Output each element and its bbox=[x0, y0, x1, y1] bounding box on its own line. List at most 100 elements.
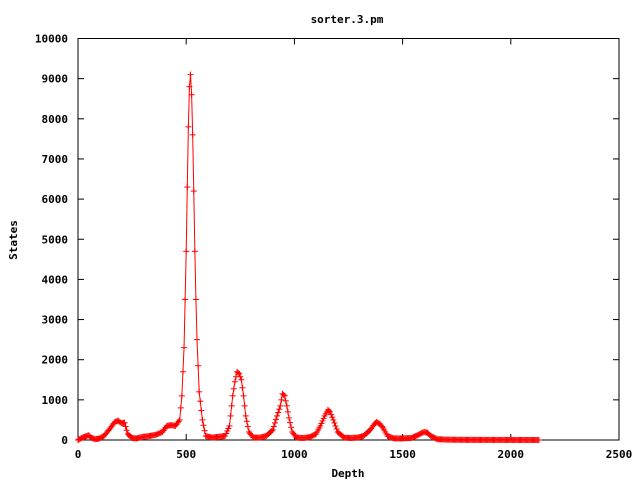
y-axis: 0 1000 2000 3000 4000 5000 6000 7000 8000 9000 100… bbox=[35, 33, 619, 447]
data-point bbox=[122, 423, 129, 430]
data-point bbox=[379, 423, 386, 430]
data-point bbox=[199, 416, 206, 423]
data-series bbox=[75, 71, 542, 443]
data-point bbox=[330, 416, 337, 423]
data-point bbox=[190, 188, 197, 195]
data-point bbox=[222, 432, 229, 439]
data-point bbox=[273, 416, 280, 423]
data-point bbox=[238, 376, 245, 383]
data-point bbox=[280, 391, 287, 398]
data-point bbox=[200, 422, 207, 429]
data-point bbox=[178, 392, 185, 399]
data-point bbox=[235, 369, 242, 376]
data-point bbox=[185, 123, 192, 130]
y-tick-label: 6000 bbox=[42, 193, 69, 206]
data-point bbox=[241, 402, 248, 409]
y-tick-label: 0 bbox=[61, 434, 68, 447]
data-point bbox=[317, 422, 324, 429]
data-point bbox=[327, 408, 334, 415]
data-point bbox=[283, 402, 290, 409]
data-point bbox=[227, 412, 234, 419]
y-tick-label: 8000 bbox=[42, 113, 69, 126]
data-point bbox=[123, 427, 130, 434]
y-tick-label: 5000 bbox=[42, 233, 69, 246]
data-point bbox=[318, 420, 325, 427]
plot-area-frame bbox=[77, 38, 620, 441]
data-point bbox=[288, 424, 295, 431]
data-point bbox=[282, 397, 289, 404]
data-point bbox=[121, 419, 128, 426]
x-axis-label: Depth bbox=[331, 467, 364, 480]
data-point bbox=[269, 426, 276, 433]
x-tick-label: 1500 bbox=[389, 448, 416, 461]
data-point bbox=[242, 412, 249, 419]
data-point bbox=[176, 416, 183, 423]
x-tick-label: 1000 bbox=[281, 448, 308, 461]
data-point bbox=[194, 336, 201, 343]
data-point bbox=[319, 417, 326, 424]
x-tick-label: 0 bbox=[75, 448, 82, 461]
data-point bbox=[230, 385, 237, 392]
data-point bbox=[197, 398, 204, 405]
data-point bbox=[320, 415, 327, 422]
data-point bbox=[198, 407, 205, 414]
series-line bbox=[77, 74, 539, 441]
data-point bbox=[184, 184, 191, 191]
data-point bbox=[329, 414, 336, 421]
x-tick-label: 2500 bbox=[606, 448, 633, 461]
data-point bbox=[332, 422, 339, 429]
data-point bbox=[229, 392, 236, 399]
y-axis-label: States bbox=[7, 220, 20, 260]
data-point bbox=[244, 423, 251, 430]
x-axis: 0 500 1000 1500 2000 2500 bbox=[75, 38, 633, 461]
data-point bbox=[243, 418, 250, 425]
data-point bbox=[183, 248, 190, 255]
data-point bbox=[276, 406, 283, 413]
y-tick-label: 10000 bbox=[35, 33, 68, 46]
data-point bbox=[182, 296, 189, 303]
y-tick-label: 3000 bbox=[42, 314, 69, 327]
y-tick-label: 1000 bbox=[42, 394, 69, 407]
data-point bbox=[237, 373, 244, 380]
data-point bbox=[331, 419, 338, 426]
data-point bbox=[271, 419, 278, 426]
y-tick-label: 4000 bbox=[42, 273, 69, 286]
x-tick-label: 500 bbox=[176, 448, 196, 461]
data-point bbox=[275, 409, 282, 416]
data-point bbox=[270, 423, 277, 430]
data-point bbox=[277, 402, 284, 409]
data-point bbox=[188, 91, 195, 98]
data-point bbox=[223, 430, 230, 437]
data-point bbox=[191, 248, 198, 255]
y-tick-label: 7000 bbox=[42, 153, 69, 166]
data-point bbox=[224, 427, 231, 434]
data-point bbox=[239, 384, 246, 391]
y-tick-label: 2000 bbox=[42, 354, 69, 367]
data-point bbox=[268, 427, 275, 434]
data-point bbox=[228, 402, 235, 409]
data-point bbox=[274, 412, 281, 419]
data-point bbox=[225, 425, 232, 432]
data-point bbox=[187, 71, 194, 78]
data-point bbox=[186, 83, 193, 90]
data-point bbox=[240, 392, 247, 399]
data-point bbox=[179, 368, 186, 375]
data-point bbox=[287, 419, 294, 426]
data-point bbox=[196, 388, 203, 395]
chart-title: sorter.3.pm bbox=[311, 13, 384, 26]
data-point bbox=[328, 411, 335, 418]
data-point bbox=[181, 344, 188, 351]
data-point bbox=[201, 427, 208, 434]
data-point bbox=[333, 425, 340, 432]
data-point bbox=[535, 437, 542, 443]
data-point bbox=[226, 422, 233, 429]
data-point bbox=[177, 404, 184, 411]
data-point bbox=[231, 378, 238, 385]
x-tick-label: 2000 bbox=[498, 448, 525, 461]
data-point bbox=[281, 392, 288, 399]
data-point bbox=[278, 396, 285, 403]
data-point bbox=[236, 370, 243, 377]
data-point bbox=[192, 296, 199, 303]
data-point bbox=[189, 131, 196, 138]
